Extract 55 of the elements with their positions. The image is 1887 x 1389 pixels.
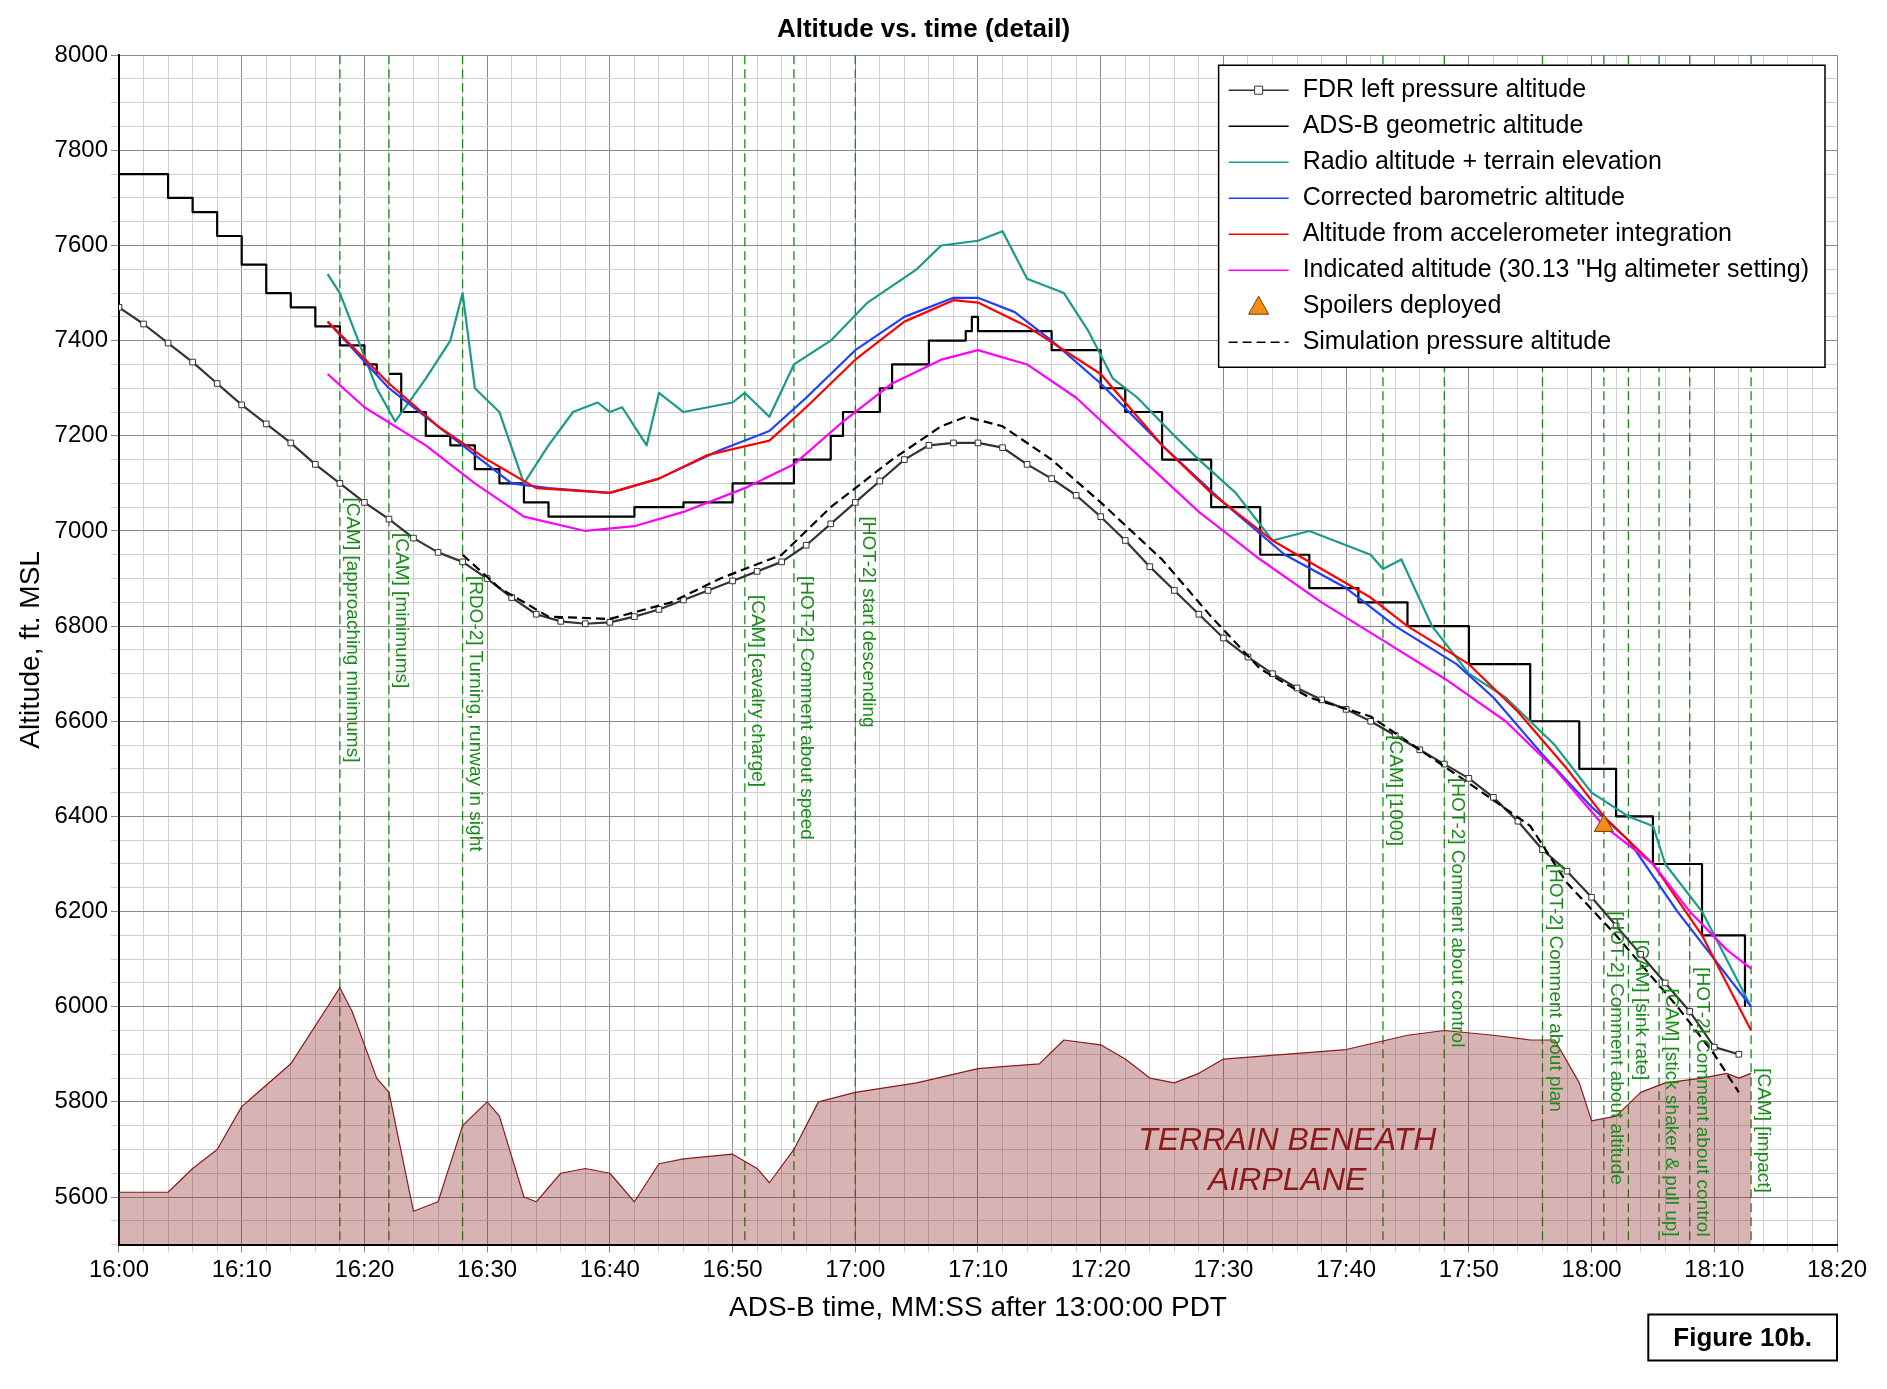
- caption: Figure 10b.: [1673, 1321, 1812, 1352]
- y-tick-label: 8000: [54, 39, 108, 67]
- y-tick-label: 7200: [54, 420, 108, 448]
- y-tick-label: 6800: [54, 610, 108, 638]
- ref-line-label: [CAM] [1000]: [1386, 735, 1408, 847]
- x-tick-label: 16:10: [211, 1254, 272, 1282]
- x-tick-label: 16:00: [88, 1254, 150, 1282]
- y-tick-label: 6000: [54, 991, 108, 1019]
- legend-label: Corrected barometric altitude: [1302, 182, 1625, 211]
- legend-label: ADS-B geometric altitude: [1302, 110, 1584, 139]
- ref-line-label: [CAM] [impact]: [1754, 1068, 1776, 1193]
- x-tick-label: 17:50: [1438, 1254, 1499, 1282]
- ref-line-label: [HOT-2] Comment about control: [1693, 967, 1715, 1237]
- y-tick-label: 7000: [54, 515, 108, 543]
- y-tick-label: 6200: [54, 896, 108, 924]
- legend-label: Simulation pressure altitude: [1302, 326, 1612, 355]
- ref-line-label: [HOT-2] start descending: [858, 516, 880, 728]
- ref-line-label: [HOT-2] Comment about control: [1447, 778, 1469, 1048]
- legend-label: Indicated altitude (30.13 "Hg altimeter setting): [1302, 254, 1809, 283]
- ref-line-label: [CAM] [minimums]: [392, 533, 414, 689]
- x-tick-label: 18:20: [1806, 1254, 1868, 1282]
- x-tick-label: 17:10: [947, 1254, 1009, 1282]
- y-tick-label: 6400: [54, 801, 108, 829]
- ref-line-label: [RDO-2] Turning, runway in sight: [465, 575, 487, 853]
- x-tick-label: 17:40: [1316, 1254, 1377, 1282]
- y-tick-label: 7400: [54, 325, 108, 353]
- ref-line-label: [CAM] [sink rate]: [1631, 939, 1653, 1081]
- legend-label: FDR left pressure altitude: [1302, 74, 1587, 103]
- ref-line-label: [HOT-2] Comment about speed: [797, 575, 819, 840]
- x-axis-title: ADS-B time, MM:SS after 13:00:00 PDT: [729, 1290, 1227, 1322]
- x-tick-label: 18:00: [1561, 1254, 1622, 1282]
- x-tick-label: 16:50: [702, 1254, 763, 1282]
- x-tick-label: 17:00: [825, 1254, 886, 1282]
- y-axis-title: Altitude, ft. MSL: [13, 551, 45, 749]
- legend-label: Altitude from accelerometer integration: [1302, 218, 1732, 247]
- ref-line-label: [HOT-2] Comment about altitude: [1607, 911, 1629, 1185]
- ref-line-label: [HOT-2] Comment about plan: [1545, 863, 1567, 1112]
- y-tick-label: 6600: [54, 705, 108, 733]
- ref-line-label: [CAM] [cavalry charge]: [748, 594, 770, 788]
- ref-line-label: [CAM] [approaching minimums]: [343, 497, 365, 763]
- legend-label: Spoilers deployed: [1302, 290, 1502, 319]
- x-tick-label: 17:20: [1070, 1254, 1131, 1282]
- y-tick-label: 5800: [54, 1086, 108, 1114]
- y-tick-label: 7600: [54, 230, 108, 258]
- x-tick-label: 18:10: [1684, 1254, 1745, 1282]
- y-tick-label: 5600: [54, 1181, 108, 1209]
- ref-line-label: [CAM] [stick shaker & pull up]: [1662, 988, 1684, 1237]
- y-tick-label: 7800: [54, 134, 108, 162]
- x-tick-label: 17:30: [1193, 1254, 1254, 1282]
- legend-label: Radio altitude + terrain elevation: [1302, 146, 1662, 175]
- x-tick-label: 16:20: [334, 1254, 395, 1282]
- x-tick-label: 16:40: [579, 1254, 640, 1282]
- annotation: TERRAIN BENEATH AIRPLANE: [1138, 1120, 1438, 1197]
- x-tick-label: 16:30: [457, 1254, 518, 1282]
- chart-title: Altitude vs. time (detail): [776, 12, 1071, 43]
